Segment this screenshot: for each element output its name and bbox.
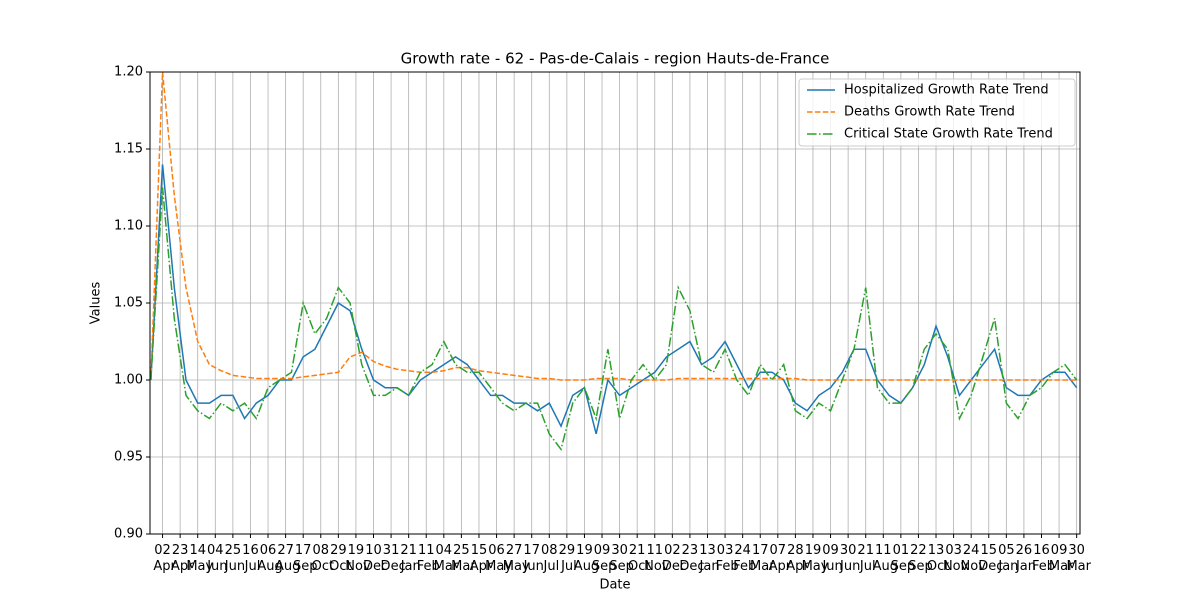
x-tick-label: 27 May	[499, 543, 530, 574]
y-tick-label: 1.15	[114, 142, 143, 157]
x-tick-label: 30 Sep	[605, 543, 634, 574]
x-tick-label: 15 Dec	[974, 543, 1003, 574]
legend-label: Hospitalized Growth Rate Trend	[844, 83, 1049, 98]
x-tick-label: 02 Dec	[658, 543, 687, 574]
x-tick-label: 22 Sep	[904, 543, 933, 574]
x-tick-label: 10 Dec	[359, 543, 388, 574]
legend-box	[798, 78, 1076, 147]
x-tick-label: 11 Aug	[869, 543, 899, 574]
x-tick-label: 25 Mar	[447, 543, 476, 574]
x-tick-label: 25 Jun	[221, 543, 245, 574]
line-series	[150, 164, 1078, 435]
x-tick-label: 27 Aug	[271, 543, 301, 574]
x-tick-label: 19 Aug	[570, 543, 600, 574]
x-tick-label: 02 Apr	[149, 543, 176, 574]
x-tick-label: 06 Aug	[253, 543, 283, 574]
x-tick-label: 21 Jan	[397, 543, 421, 574]
x-axis-label: Date	[599, 578, 630, 593]
line-series	[150, 71, 1077, 381]
x-tick-label: 17 Sep	[289, 543, 318, 574]
y-axis-label: Values	[89, 282, 104, 325]
x-tick-label: 23 Dec	[675, 543, 704, 574]
x-tick-label: 28 Apr	[782, 543, 809, 574]
x-tick-label: 17 Jun	[519, 543, 543, 574]
x-tick-label: 30 Jun	[836, 543, 860, 574]
x-tick-label: 09 Jun	[818, 543, 842, 574]
x-tick-label: 13 Oct	[923, 543, 950, 574]
y-tick-label: 1.20	[114, 65, 143, 80]
x-tick-label: 09 Sep	[588, 543, 617, 574]
y-tick-label: 1.05	[114, 296, 143, 311]
x-tick-label: 26 Jan	[1012, 543, 1036, 574]
x-tick-label: 24 Feb	[729, 543, 756, 574]
x-tick-label: 09 Mar	[1045, 543, 1074, 574]
x-tick-label: 15 Apr	[466, 543, 493, 574]
x-tick-label: 24 Nov	[956, 543, 986, 574]
x-tick-label: 16 Jul	[241, 543, 261, 574]
x-tick-label: 03 Feb	[711, 543, 738, 574]
x-tick-label: 30 Mar	[1062, 543, 1091, 574]
x-tick-label: 19 May	[797, 543, 828, 574]
plot-frame	[149, 71, 1081, 535]
x-tick-label: 11 Nov	[640, 543, 670, 574]
x-tick-label: 06 May	[481, 543, 512, 574]
legend-label: Deaths Growth Rate Trend	[844, 105, 1015, 120]
x-tick-label: 14 May	[182, 543, 213, 574]
x-tick-label: 04 Jun	[203, 543, 227, 574]
x-tick-label: 03 Nov	[939, 543, 969, 574]
x-tick-label: 07 Apr	[765, 543, 792, 574]
x-tick-label: 08 Jul	[539, 543, 559, 574]
x-tick-label: 29 Oct	[325, 543, 352, 574]
x-tick-label: 01 Sep	[887, 543, 916, 574]
x-tick-label: 21 Oct	[624, 543, 651, 574]
x-tick-label: 11 Feb	[413, 543, 440, 574]
x-tick-label: 29 Jul	[557, 543, 577, 574]
x-tick-label: 13 Jan	[695, 543, 719, 574]
y-tick-label: 1.10	[114, 219, 143, 234]
y-tick-label: 1.00	[114, 373, 143, 388]
legend-label: Critical State Growth Rate Trend	[844, 127, 1053, 142]
chart-title: Growth rate - 62 - Pas-de-Calais - regio…	[401, 50, 830, 68]
x-tick-label: 05 Jan	[994, 543, 1018, 574]
x-tick-label: 23 Apr	[167, 543, 194, 574]
line-series	[150, 187, 1078, 451]
x-tick-label: 21 Jul	[856, 543, 876, 574]
x-tick-label: 19 Nov	[341, 543, 371, 574]
x-tick-label: 31 Dec	[376, 543, 405, 574]
y-tick-label: 0.90	[114, 527, 143, 542]
x-tick-label: 16 Feb	[1028, 543, 1055, 574]
y-tick-label: 0.95	[114, 450, 143, 465]
x-tick-label: 17 Mar	[746, 543, 775, 574]
x-tick-label: 04 Mar	[429, 543, 458, 574]
x-tick-label: 08 Oct	[307, 543, 334, 574]
